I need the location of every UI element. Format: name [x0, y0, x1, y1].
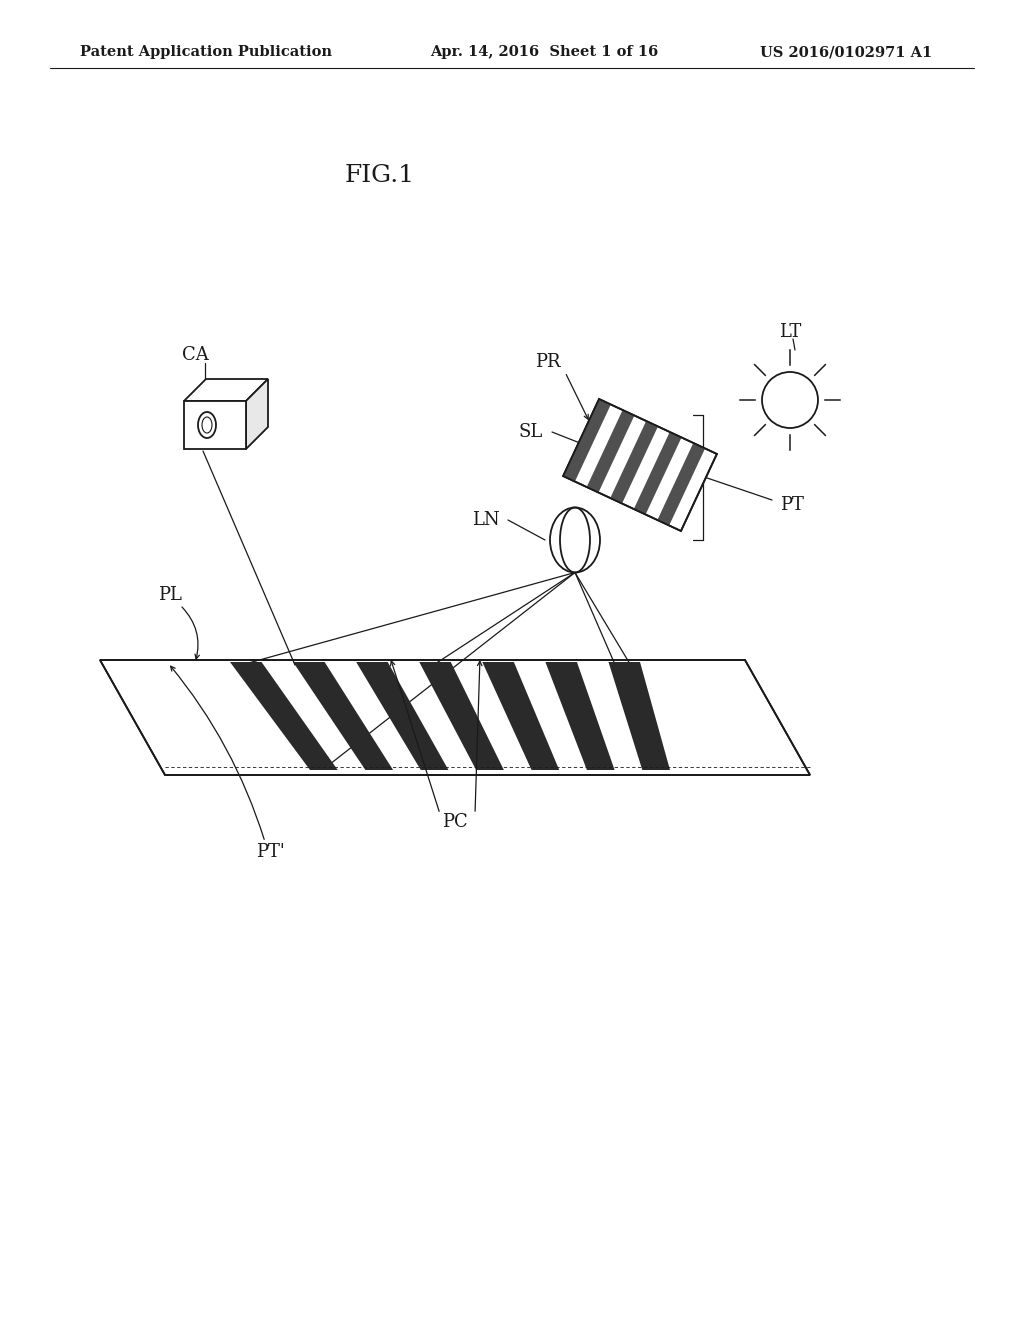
Polygon shape	[563, 399, 717, 531]
Text: PR: PR	[536, 352, 561, 371]
Polygon shape	[293, 663, 393, 770]
Ellipse shape	[202, 417, 212, 433]
Text: LN: LN	[472, 511, 500, 529]
Polygon shape	[230, 663, 338, 770]
Ellipse shape	[198, 412, 216, 438]
Polygon shape	[657, 444, 706, 525]
Polygon shape	[587, 411, 635, 492]
Ellipse shape	[550, 507, 600, 573]
Text: Apr. 14, 2016  Sheet 1 of 16: Apr. 14, 2016 Sheet 1 of 16	[430, 45, 658, 59]
Text: PL: PL	[158, 586, 182, 605]
Text: PT: PT	[780, 496, 804, 513]
Text: SL: SL	[519, 422, 543, 441]
Polygon shape	[482, 663, 559, 770]
Polygon shape	[100, 660, 810, 775]
Polygon shape	[563, 399, 611, 482]
Text: Patent Application Publication: Patent Application Publication	[80, 45, 332, 59]
Text: CA: CA	[181, 346, 208, 364]
Text: FIG.1: FIG.1	[345, 164, 415, 186]
Polygon shape	[610, 421, 658, 503]
Polygon shape	[184, 401, 246, 449]
Ellipse shape	[762, 372, 818, 428]
Text: US 2016/0102971 A1: US 2016/0102971 A1	[760, 45, 932, 59]
Text: PT': PT'	[256, 843, 285, 861]
Polygon shape	[608, 663, 670, 770]
Polygon shape	[634, 432, 682, 515]
Text: LT: LT	[779, 323, 801, 341]
Polygon shape	[546, 663, 614, 770]
Text: PC: PC	[442, 813, 468, 832]
Polygon shape	[419, 663, 504, 770]
Polygon shape	[246, 379, 268, 449]
Polygon shape	[356, 663, 449, 770]
Polygon shape	[184, 379, 268, 401]
